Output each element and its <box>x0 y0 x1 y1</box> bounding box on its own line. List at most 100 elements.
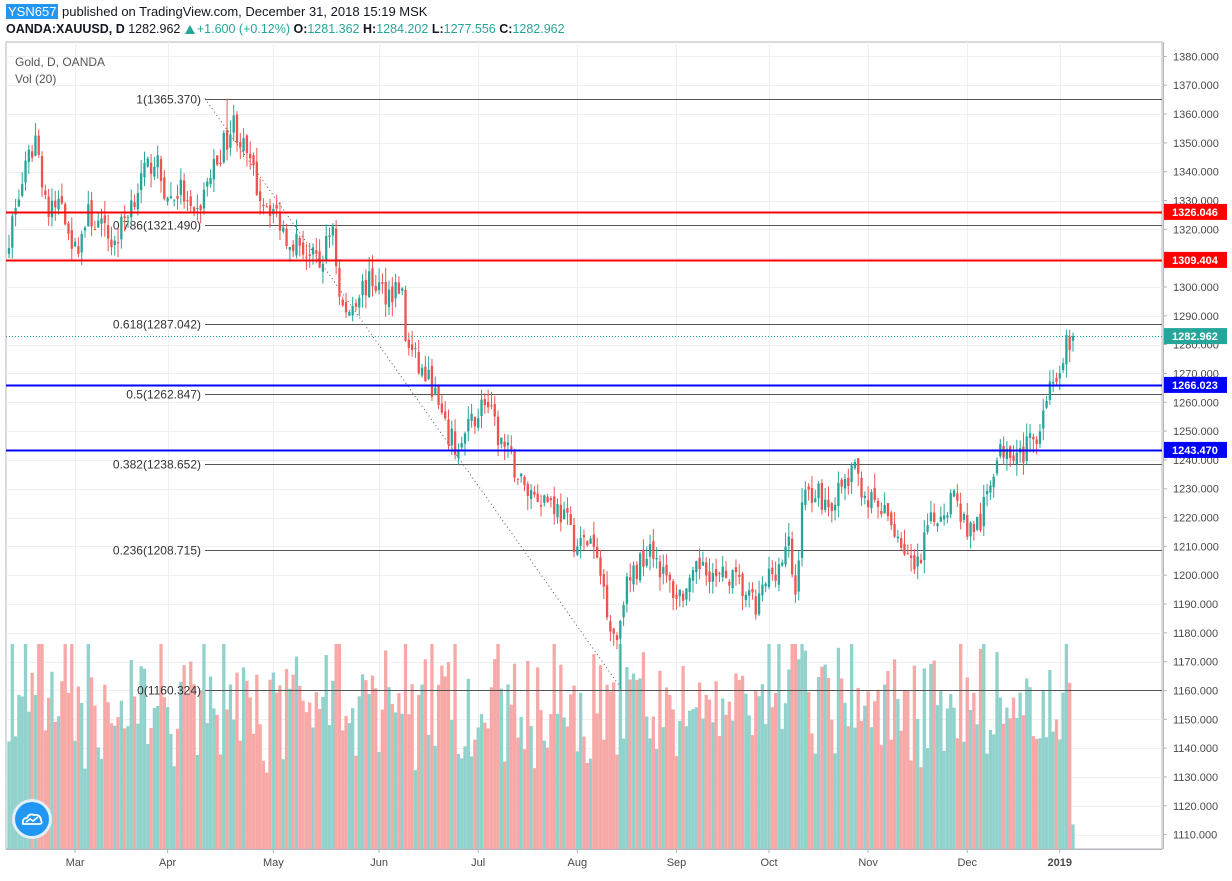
author-username[interactable]: YSN657 <box>6 4 59 19</box>
volume-bar <box>258 724 262 849</box>
candle-body <box>450 428 453 446</box>
time-tick-label: Mar <box>66 857 85 869</box>
candle-body <box>701 562 705 566</box>
volume-bar <box>83 768 87 849</box>
candle-body <box>1025 436 1028 461</box>
volume-bar <box>929 663 933 849</box>
candle-body <box>711 572 714 582</box>
candle-body <box>401 288 404 291</box>
candle-body <box>1055 377 1058 382</box>
candle-body <box>268 205 272 217</box>
volume-bar <box>387 687 391 849</box>
volume-bar <box>968 710 973 849</box>
high-label: H: <box>362 22 377 36</box>
time-tick-label: Apr <box>159 857 176 869</box>
volume-bar <box>460 758 464 849</box>
tradingview-logo-icon[interactable] <box>15 802 49 836</box>
price-tick-label: 1260.000 <box>1173 397 1219 409</box>
volume-bar <box>925 748 930 849</box>
time-tick-label: Aug <box>568 857 588 869</box>
candle-body <box>44 190 47 196</box>
candle-body <box>761 584 764 596</box>
candle-body <box>344 302 348 313</box>
volume-bar <box>466 678 470 849</box>
volume-bar <box>175 728 180 849</box>
candle-body <box>662 566 665 574</box>
volume-bar <box>106 702 110 849</box>
volume-bar <box>450 719 454 849</box>
resistance-price-tag-bg <box>1164 203 1227 220</box>
volume-bar <box>959 644 963 849</box>
candle-body <box>751 588 754 593</box>
support-price-tag: 1243.470 <box>1172 445 1218 457</box>
volume-bar <box>10 644 14 849</box>
candle-body <box>632 565 635 585</box>
volume-bar <box>440 665 444 849</box>
high-value: 1284.202 <box>376 22 429 36</box>
volume-bar <box>427 734 431 849</box>
volume-bar <box>357 696 361 849</box>
candle-body <box>427 369 430 380</box>
candle-body <box>1058 372 1061 379</box>
candle-body <box>430 365 434 397</box>
candle-body <box>569 514 572 526</box>
volume-bar <box>922 668 926 849</box>
candle-body <box>516 478 520 480</box>
volume-bar <box>331 680 335 849</box>
volume-bar <box>73 740 77 849</box>
candle-body <box>216 155 219 165</box>
legend-volume: Vol (20) <box>15 72 57 86</box>
candle-body <box>169 196 173 199</box>
volume-bar <box>189 661 193 849</box>
volume-bar <box>836 647 841 849</box>
candle-body <box>219 162 222 164</box>
candle-body <box>477 418 480 428</box>
volume-bar <box>635 679 639 849</box>
volume-bar <box>30 672 34 849</box>
candle-body <box>57 198 60 210</box>
volume-bar <box>701 718 705 849</box>
candle-body <box>1015 452 1018 465</box>
volume-bar <box>199 690 203 849</box>
volume-bar <box>714 681 718 849</box>
candle-body <box>159 159 163 182</box>
volume-bar <box>56 716 61 849</box>
candle-body <box>833 504 837 511</box>
candle-body <box>909 555 913 558</box>
candle-body <box>929 512 933 522</box>
candle-body <box>351 306 354 316</box>
candle-body <box>741 573 744 597</box>
candle-body <box>7 248 11 254</box>
volume-bar <box>317 709 322 849</box>
volume-bar <box>1008 718 1012 849</box>
volume-bar <box>506 684 510 849</box>
symbol-label: OANDA:XAUUSD, D <box>6 22 125 36</box>
volume-bar <box>916 718 920 849</box>
volume-bar <box>40 644 44 849</box>
volume-bar <box>99 758 104 849</box>
fib-trend-line[interactable] <box>204 98 623 690</box>
candle-body <box>262 204 265 207</box>
volume-bar <box>612 682 616 849</box>
candle-body <box>850 465 853 483</box>
volume-bar <box>579 692 583 849</box>
candle-body <box>113 240 116 245</box>
publish-info: published on TradingView.com, December 3… <box>62 4 428 19</box>
candle-body <box>440 403 444 413</box>
candle-body <box>100 218 103 224</box>
candle-body <box>278 212 282 231</box>
volume-bar <box>813 753 817 849</box>
candle-body <box>414 348 417 350</box>
volume-bar <box>341 730 345 849</box>
price-tick-label: 1150.000 <box>1173 714 1218 726</box>
volume-bar <box>998 697 1002 849</box>
volume-bar <box>109 723 114 849</box>
volume-bar <box>668 694 672 849</box>
candle-body <box>890 512 893 526</box>
volume-bar <box>407 714 411 849</box>
candle-body <box>334 228 338 267</box>
candle-body <box>50 200 54 218</box>
volume-bar <box>393 712 398 849</box>
volume-bar <box>955 738 959 849</box>
